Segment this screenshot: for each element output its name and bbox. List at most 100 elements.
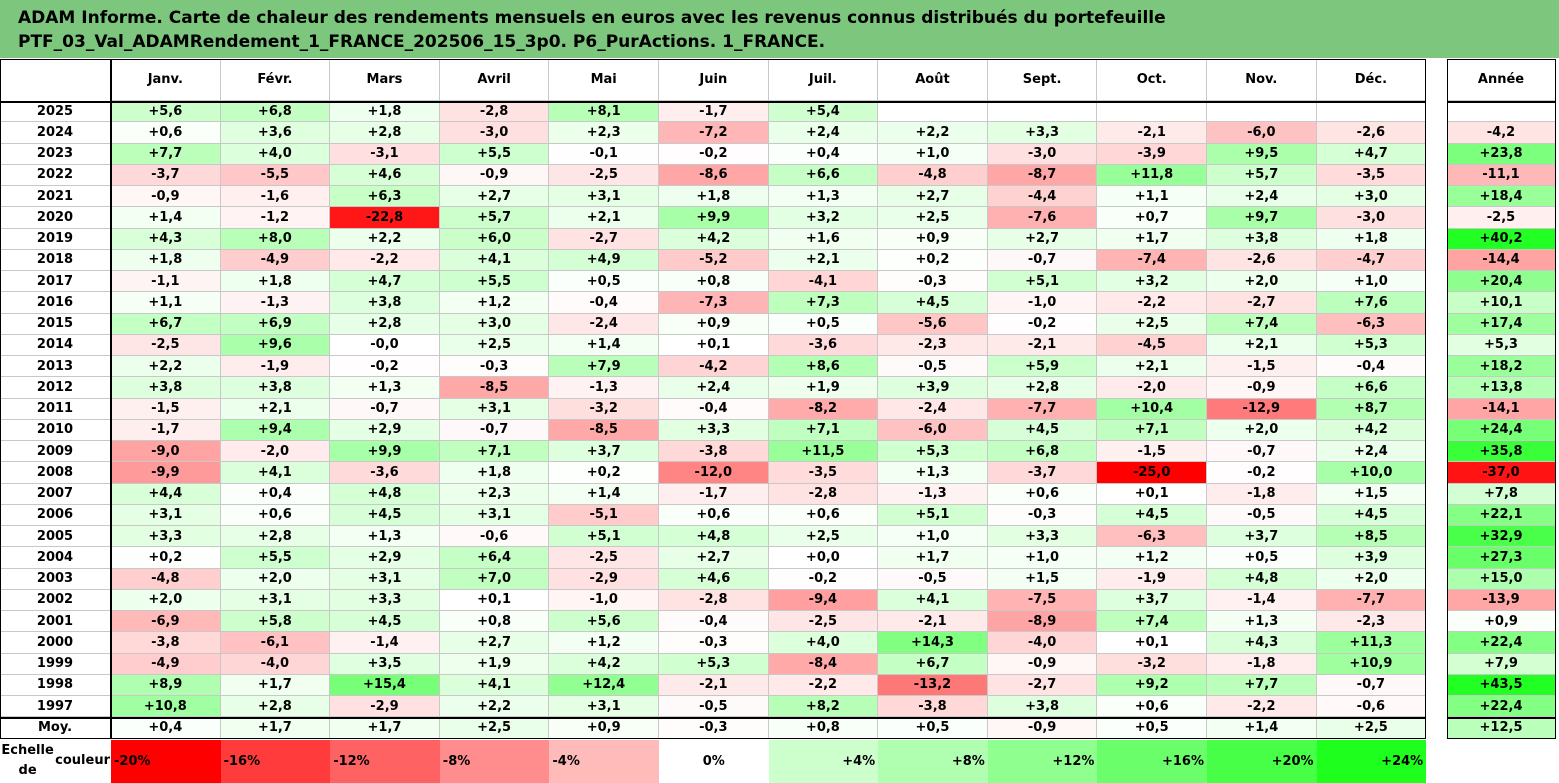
heatmap-cell: +1,2 — [1097, 547, 1207, 569]
annual-return-cell: +13,8 — [1447, 377, 1556, 399]
heatmap-cell: +0,6 — [768, 504, 879, 526]
heatmap-cell: +3,3 — [987, 526, 1098, 548]
heatmap-cell: -2,5 — [768, 611, 879, 633]
heatmap-cell: +2,8 — [220, 526, 331, 548]
heatmap-cell: +5,6 — [549, 611, 659, 633]
heatmap-cell: -3,5 — [1316, 164, 1427, 186]
heatmap-cell: +2,2 — [330, 228, 440, 250]
heatmap-cell: -3,8 — [111, 632, 221, 654]
column-header: Sept. — [987, 59, 1098, 101]
heatmap-cell: +3,1 — [549, 696, 659, 718]
heatmap-cell: -1,5 — [1207, 356, 1317, 378]
heatmap-cell: -9,0 — [111, 441, 221, 463]
heatmap-cell: +5,5 — [439, 143, 550, 165]
heatmap-cell: -4,9 — [111, 653, 221, 675]
heatmap-cell: +0,6 — [1097, 696, 1207, 718]
heatmap-cell: +4,9 — [549, 249, 659, 271]
heatmap-cell: +0,5 — [768, 313, 879, 335]
heatmap-cell: +3,6 — [220, 122, 331, 144]
annual-return-cell: +20,4 — [1447, 271, 1556, 293]
year-label: 2005 — [0, 526, 110, 548]
heatmap-cell: -7,4 — [1097, 249, 1207, 271]
heatmap-cell: +9,2 — [1097, 674, 1207, 696]
heatmap-cell: +4,5 — [1097, 504, 1207, 526]
heatmap-cell: +1,0 — [1316, 271, 1427, 293]
heatmap-cell: +1,9 — [439, 653, 550, 675]
heatmap-cell: -0,6 — [1316, 696, 1427, 718]
heatmap-cell: -3,9 — [1097, 143, 1207, 165]
heatmap-cell: -2,6 — [1316, 122, 1427, 144]
heatmap-cell: +4,8 — [330, 483, 440, 505]
heatmap-cell: +3,5 — [330, 653, 440, 675]
year-label: 2011 — [0, 399, 110, 420]
heatmap-cell: +0,5 — [549, 271, 659, 293]
heatmap-cell: -3,7 — [987, 462, 1098, 484]
heatmap-cell: +4,5 — [330, 611, 440, 633]
year-label: 2002 — [0, 590, 110, 611]
heatmap-cell: +8,7 — [1316, 398, 1427, 420]
average-cell: +0,5 — [878, 717, 988, 739]
heatmap-cell: +6,8 — [987, 441, 1098, 463]
heatmap-cell: +8,2 — [768, 696, 879, 718]
heatmap-cell: +5,7 — [1207, 164, 1317, 186]
heatmap-cell: -0,4 — [659, 611, 769, 633]
year-label: 2019 — [0, 229, 110, 250]
heatmap-cell: -2,1 — [987, 334, 1098, 356]
color-scale-swatch: -20% — [111, 739, 221, 783]
heatmap-cell: -2,3 — [878, 334, 988, 356]
heatmap-cell — [1316, 101, 1427, 123]
heatmap-cell: +9,4 — [220, 419, 331, 441]
heatmap-cell: +5,9 — [987, 356, 1098, 378]
report-title-line-1: ADAM Informe. Carte de chaleur des rende… — [18, 8, 1166, 28]
heatmap-cell: +1,8 — [220, 271, 331, 293]
year-label: 2025 — [0, 101, 110, 123]
heatmap-cell: +7,9 — [549, 356, 659, 378]
average-cell: -0,3 — [659, 717, 769, 739]
heatmap-cell: +0,1 — [439, 589, 550, 611]
heatmap-cell: +4,0 — [220, 143, 331, 165]
annual-return-cell: +22,4 — [1447, 696, 1556, 718]
annual-return-cell: -14,4 — [1447, 249, 1556, 271]
heatmap-cell: +3,1 — [220, 589, 331, 611]
annual-return-cell: -37,0 — [1447, 462, 1556, 484]
heatmap-cell: -4,0 — [987, 632, 1098, 654]
report-title: ADAM Informe. Carte de chaleur des rende… — [0, 0, 1559, 58]
heatmap-cell: +5,6 — [111, 101, 221, 123]
heatmap-cell — [987, 101, 1098, 123]
color-scale-swatch: +4% — [768, 739, 879, 783]
color-scale-label-line-1: Echelle de — [1, 743, 54, 779]
heatmap-cell: +1,2 — [439, 292, 550, 314]
column-header: Mars — [330, 59, 440, 101]
heatmap-cell: +4,1 — [878, 589, 988, 611]
heatmap-cell: -12,0 — [659, 462, 769, 484]
heatmap-cell: +6,7 — [878, 653, 988, 675]
heatmap-cell: -5,5 — [220, 164, 331, 186]
heatmap-cell: +1,4 — [111, 207, 221, 229]
heatmap-cell: +1,4 — [549, 334, 659, 356]
heatmap-cell: +9,9 — [659, 207, 769, 229]
heatmap-cell: -1,3 — [549, 377, 659, 399]
heatmap-cell: -9,4 — [768, 589, 879, 611]
heatmap-cell: +3,7 — [549, 441, 659, 463]
heatmap-cell: -0,9 — [111, 186, 221, 208]
heatmap-cell: -2,6 — [1207, 249, 1317, 271]
heatmap-cell: +15,4 — [330, 674, 440, 696]
heatmap-cell: +8,1 — [549, 101, 659, 123]
average-cell: +2,5 — [1316, 717, 1427, 739]
year-label: 2015 — [0, 314, 110, 335]
annual-return-cell: +7,8 — [1447, 483, 1556, 505]
heatmap-cell: -7,6 — [987, 207, 1098, 229]
heatmap-cell: +4,0 — [768, 632, 879, 654]
heatmap-cell: +0,1 — [1097, 632, 1207, 654]
heatmap-cell: -2,7 — [1207, 292, 1317, 314]
heatmap-cell: -0,3 — [878, 271, 988, 293]
heatmap-cell: +14,3 — [878, 632, 988, 654]
heatmap-cell: -0,7 — [1207, 441, 1317, 463]
heatmap-cell: +1,3 — [768, 186, 879, 208]
column-header: Oct. — [1097, 59, 1207, 101]
heatmap-cell: +3,8 — [330, 292, 440, 314]
heatmap-cell: -25,0 — [1097, 462, 1207, 484]
annual-return-cell: +18,2 — [1447, 356, 1556, 378]
heatmap-cell: +0,2 — [878, 249, 988, 271]
heatmap-cell: +2,0 — [111, 589, 221, 611]
